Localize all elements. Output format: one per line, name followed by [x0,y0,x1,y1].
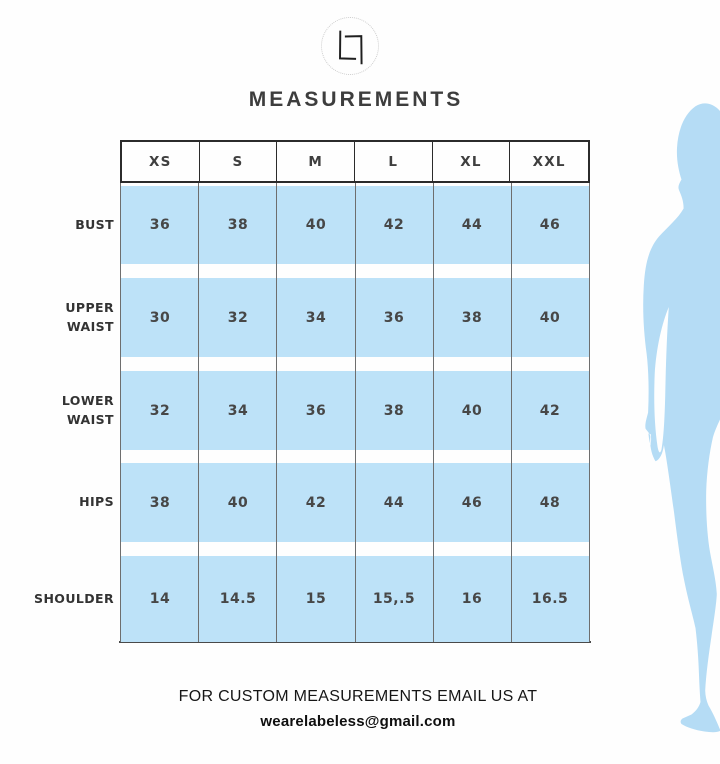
cell-hips-xl: 46 [461,494,483,511]
table-grid-line [276,183,277,642]
table-grid-line [355,183,356,642]
cell-shoulder-xxl: 16.5 [531,591,569,607]
cell-bust-s: 38 [227,217,249,233]
cell-hips-l: 44 [383,494,405,511]
page-title: MEASUREMENTS [248,88,464,111]
table-grid-line [511,183,512,642]
cell-shoulder-xl: 16 [461,591,483,607]
column-header-m: M [277,142,355,181]
size-table-header: XS S M L XL XXL [120,140,590,183]
cell-lower-waist-xs: 32 [149,402,171,419]
row-label: UPPER WAIST [65,300,114,334]
column-header-xxl: XXL [532,153,566,170]
table-grid-line [120,183,121,642]
row-label: LOWER WAIST [61,393,114,427]
column-header-xl: XL [433,142,511,181]
row-label: BUST [75,216,114,232]
cell-upper-waist-xxl: 40 [539,309,561,326]
column-header-s: S [200,142,278,181]
size-table: XS S M L XL XXL 36 38 40 42 44 46 30 32 34 36 38 40 32 34 3… [119,140,591,645]
footer-email: wearelabeless@gmail.com [260,713,456,730]
cell-shoulder-l: 15,.5 [372,591,416,607]
cell-upper-waist-l: 36 [383,309,405,326]
cell-upper-waist-m: 34 [305,309,327,326]
cell-lower-waist-xl: 40 [461,402,483,419]
cell-lower-waist-m: 36 [305,402,327,419]
labeless-monogram-icon [339,30,363,65]
cell-bust-xxl: 46 [539,217,561,233]
column-header-l: L [355,142,433,181]
table-bottom-border [119,641,591,643]
cell-shoulder-m: 15 [305,591,327,607]
cell-lower-waist-xxl: 42 [539,402,561,419]
cell-upper-waist-s: 32 [227,309,249,326]
table-grid-line [198,183,199,642]
cell-shoulder-s: 14.5 [219,591,257,607]
footer-text: FOR CUSTOM MEASUREMENTS EMAIL US AT [178,688,538,705]
cell-lower-waist-s: 34 [227,402,249,419]
cell-hips-xs: 38 [149,494,171,511]
table-grid-line [433,183,434,642]
cell-bust-l: 42 [383,217,405,233]
column-header-xs: XS [122,142,200,181]
cell-upper-waist-xs: 30 [149,309,171,326]
cell-lower-waist-l: 38 [383,402,405,419]
cell-bust-xl: 44 [461,217,483,233]
size-table-body: 36 38 40 42 44 46 30 32 34 36 38 40 32 34 36 38 40 42 38 40… [119,183,591,645]
row-label: SHOULDER [34,590,114,606]
cell-upper-waist-xl: 38 [461,309,483,326]
table-grid-line [589,183,590,642]
row-label: HIPS [79,494,114,510]
cell-shoulder-xs: 14 [149,591,171,607]
brand-logo [321,17,379,75]
woman-silhouette [643,103,720,733]
cell-hips-xxl: 48 [539,494,561,511]
cell-hips-m: 42 [305,494,327,511]
cell-bust-m: 40 [305,217,327,233]
cell-hips-s: 40 [227,494,249,511]
cell-bust-xs: 36 [149,217,171,233]
